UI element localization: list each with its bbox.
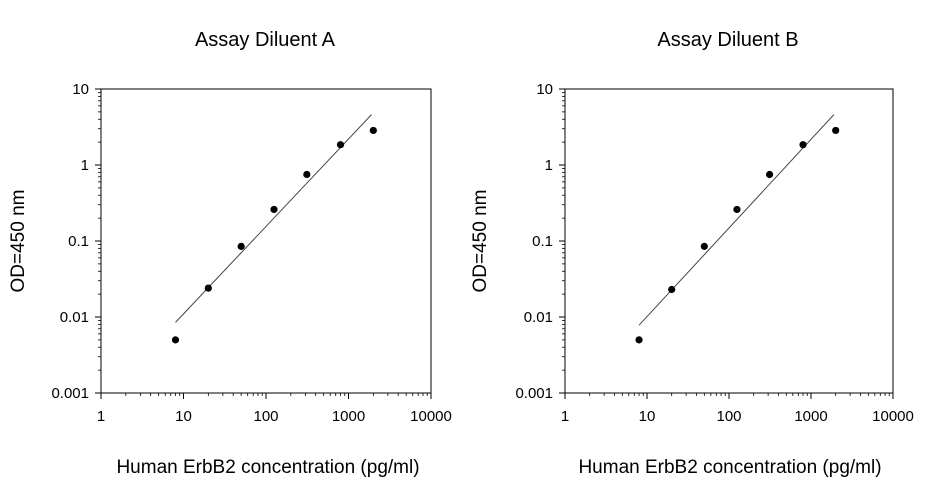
y-tick-label: 1 (545, 157, 553, 174)
y-axis-label: OD=450 nm (8, 190, 29, 293)
data-point (336, 141, 345, 149)
y-axis-label: OD=450 nm (470, 190, 491, 293)
x-tick-label: 10 (175, 408, 192, 425)
data-point (369, 126, 377, 135)
data-point (799, 141, 807, 149)
y-tick-label: 0.01 (60, 309, 89, 326)
x-tick-label: 1000 (794, 408, 827, 425)
x-tick-label: 100 (716, 408, 741, 425)
plot-frame (564, 88, 894, 394)
x-tick-label: 1 (97, 408, 105, 425)
data-point (733, 205, 741, 214)
data-point (303, 170, 311, 179)
data-point (237, 242, 245, 250)
panel-assay-diluent-a: Assay Diluent A Human ErbB2 concentratio… (8, 29, 452, 478)
y-tick-label: 10 (536, 81, 553, 98)
x-tick-label: 10000 (410, 408, 452, 425)
x-axis-label: Human ErbB2 concentration (pg/ml) (116, 457, 419, 478)
data-point (204, 284, 212, 292)
x-tick-label: 100 (253, 408, 278, 425)
data-point (832, 126, 840, 135)
panel-assay-diluent-b: Assay Diluent B Human ErbB2 concentratio… (470, 29, 914, 478)
data-point (668, 285, 676, 294)
y-tick-label: 0.001 (51, 385, 89, 402)
chart-title: Assay Diluent A (195, 29, 336, 51)
data-point (700, 242, 708, 250)
data-point (635, 336, 643, 344)
y-tick-label: 10 (72, 81, 89, 98)
y-tick-label: 0.1 (532, 233, 553, 250)
data-point (270, 205, 278, 214)
y-tick-label: 1 (81, 157, 89, 174)
x-tick-label: 10 (639, 408, 656, 425)
data-point (765, 170, 774, 179)
data-point (171, 336, 180, 344)
x-tick-label: 1000 (332, 408, 365, 425)
y-tick-label: 0.1 (68, 233, 89, 250)
x-tick-label: 1 (561, 408, 569, 425)
x-axis-label: Human ErbB2 concentration (pg/ml) (578, 457, 881, 478)
x-tick-label: 10000 (872, 408, 914, 425)
plot-frame (100, 88, 432, 394)
y-tick-label: 0.01 (524, 309, 553, 326)
y-tick-label: 0.001 (515, 385, 553, 402)
chart-title: Assay Diluent B (657, 29, 798, 51)
